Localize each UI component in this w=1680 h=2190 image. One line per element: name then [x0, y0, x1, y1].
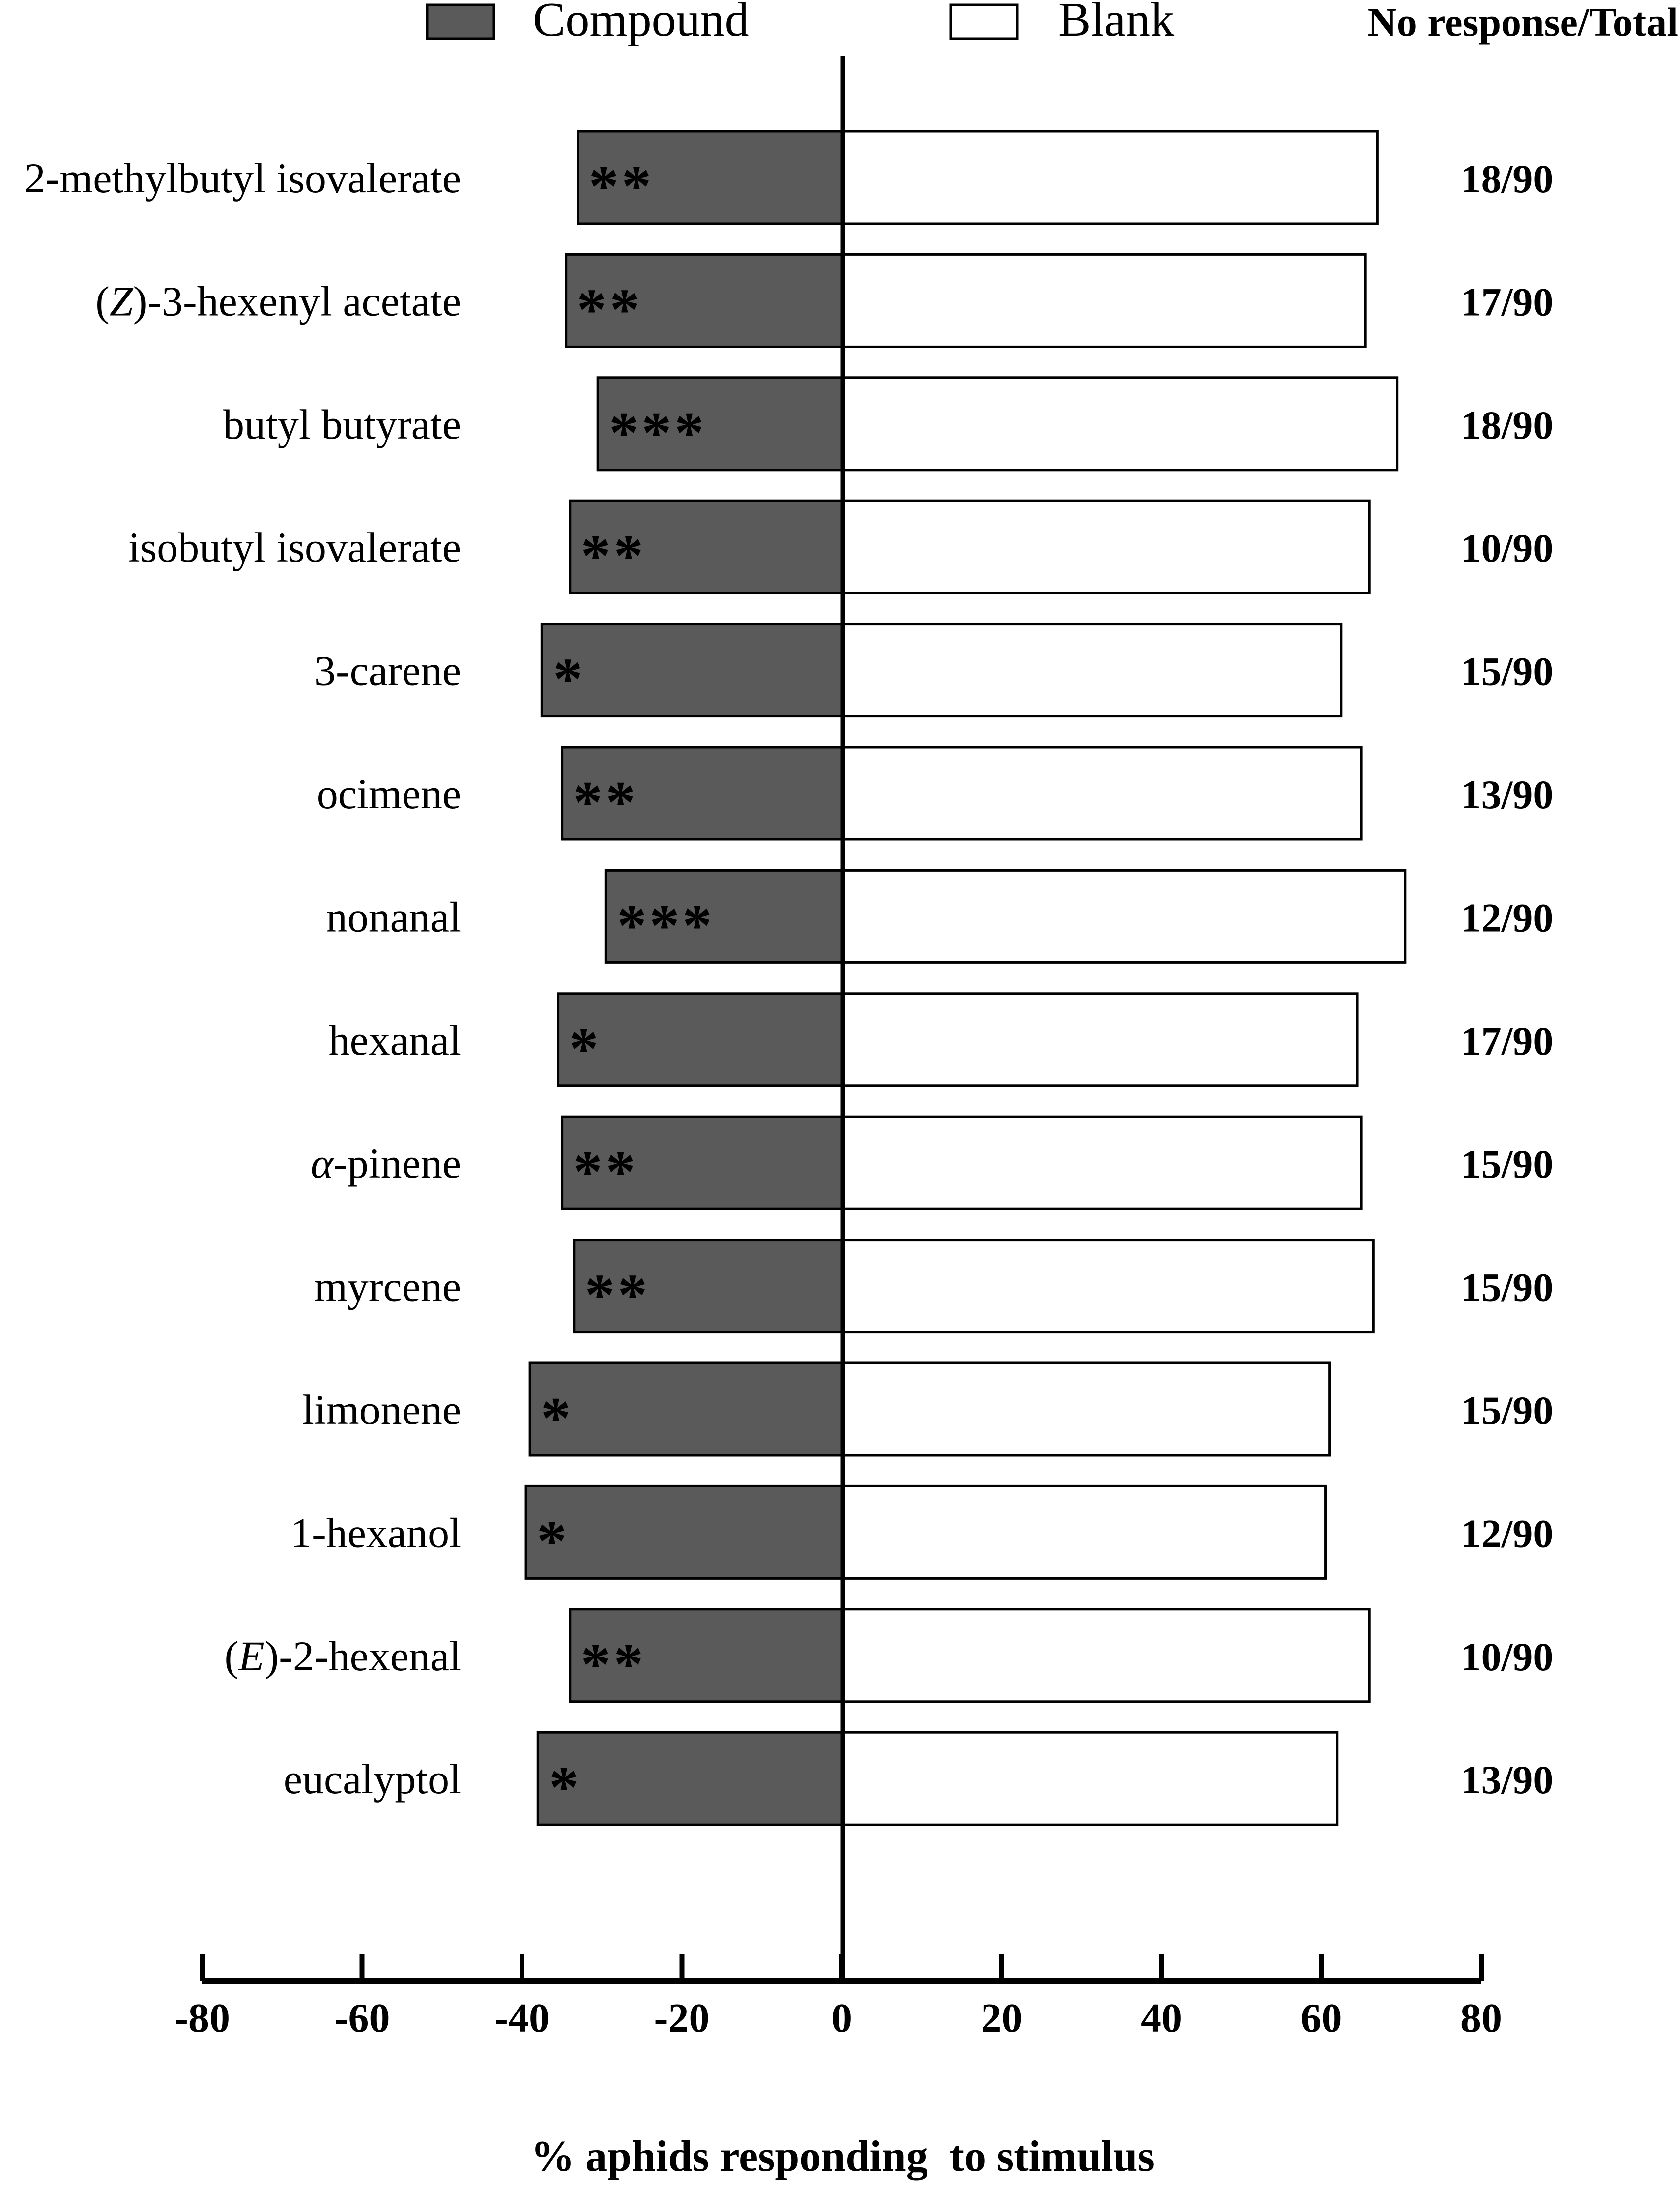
significance-marker: *** [609, 400, 707, 466]
blank-series [840, 130, 1407, 1826]
legend-swatch-blank [949, 3, 1019, 40]
x-tick-label: -60 [335, 1995, 390, 2041]
legend-label-blank: Blank [1058, 0, 1174, 47]
bar-blank [840, 869, 1407, 964]
bar-blank [840, 1608, 1371, 1703]
no-response-value: 15/90 [1461, 1388, 1554, 1433]
x-tick-label: 60 [1301, 1995, 1342, 2041]
bar-compound [524, 1484, 843, 1580]
category-label: butyl butyrate [223, 401, 461, 448]
bar-compound [561, 1115, 843, 1210]
category-label: 3-carene [314, 647, 461, 695]
significance-markers: ************************* [537, 153, 715, 1820]
bar-blank [840, 1115, 1363, 1210]
x-tick-label: 40 [1141, 1995, 1182, 2041]
category-label: myrcene [314, 1263, 461, 1310]
bar-compound [573, 1239, 843, 1334]
significance-marker: * [541, 1385, 574, 1451]
significance-marker: ** [573, 769, 638, 835]
category-label: limonene [302, 1386, 461, 1433]
x-axis-title: % aphids responding to stimulus [531, 2132, 1155, 2181]
legend: Compound Blank No response/Total [426, 0, 1679, 47]
significance-marker: ** [581, 1631, 646, 1697]
bar-blank [840, 992, 1359, 1087]
category-label: eucalyptol [284, 1755, 461, 1803]
x-tick-label: -80 [174, 1995, 230, 2041]
significance-marker: ** [573, 1138, 638, 1204]
no-response-value: 18/90 [1461, 403, 1554, 448]
no-response-value: 15/90 [1461, 1141, 1554, 1186]
bar-blank [840, 1239, 1375, 1334]
no-response-value: 12/90 [1461, 895, 1554, 940]
x-tick-label: 20 [981, 1995, 1023, 2041]
compound-series [524, 130, 843, 1826]
category-label: 2-methylbutyl isovalerate [24, 154, 461, 202]
category-label: (Z)-3-hexenyl acetate [95, 277, 461, 325]
bar-blank [840, 130, 1379, 225]
no-response-value: 15/90 [1461, 649, 1554, 694]
significance-marker: ** [581, 523, 646, 589]
significance-marker: * [537, 1508, 570, 1574]
no-response-values: 18/90 17/90 18/90 10/90 15/90 13/90 12/90 17/90… [1461, 156, 1554, 1802]
category-labels: 2-methylbutyl isovalerate (Z)-3-hexenyl a… [24, 154, 461, 1803]
category-label: (E)-2-hexenal [224, 1632, 461, 1680]
bar-blank [840, 376, 1399, 472]
no-response-value: 13/90 [1461, 1757, 1554, 1802]
significance-marker: * [553, 646, 585, 712]
legend-label-compound: Compound [533, 0, 749, 47]
no-response-value: 17/90 [1461, 279, 1554, 324]
no-response-header: No response/Total [1368, 0, 1679, 45]
bar-compound [536, 1731, 843, 1826]
category-label: isobutyl isovalerate [128, 524, 461, 571]
bar-compound [557, 992, 843, 1087]
category-label: ocimene [317, 770, 461, 818]
x-tick-label: -20 [654, 1995, 710, 2041]
no-response-value: 12/90 [1461, 1511, 1554, 1556]
x-axis-ticks: -80 -60 -40 -20 0 20 40 60 80 [174, 1954, 1502, 2041]
no-response-value: 10/90 [1461, 1634, 1554, 1679]
legend-swatch-compound [426, 3, 495, 40]
x-tick-label: 80 [1460, 1995, 1502, 2041]
x-axis: -80 -60 -40 -20 0 20 40 60 80 [174, 1954, 1502, 2041]
category-label: nonanal [326, 893, 461, 941]
bar-compound [565, 253, 843, 348]
significance-marker: *** [617, 892, 715, 958]
bar-compound [577, 130, 843, 225]
significance-marker: * [569, 1015, 602, 1081]
bar-compound [569, 1608, 843, 1703]
significance-marker: ** [585, 1262, 650, 1328]
bar-compound [528, 1361, 843, 1457]
no-response-value: 10/90 [1461, 526, 1554, 571]
bar-compound [596, 376, 843, 472]
bar-compound [561, 746, 843, 841]
no-response-value: 17/90 [1461, 1018, 1554, 1064]
x-tick-label: -40 [494, 1995, 550, 2041]
category-label: α-pinene [311, 1139, 461, 1187]
bar-blank [840, 623, 1343, 718]
category-label: 1-hexanol [290, 1509, 461, 1556]
no-response-value: 13/90 [1461, 772, 1554, 817]
bar-compound [540, 623, 843, 718]
bar-blank [840, 1361, 1331, 1457]
bar-compound [604, 869, 843, 964]
significance-marker: ** [577, 276, 642, 342]
bar-blank [840, 253, 1367, 348]
no-response-value: 15/90 [1461, 1265, 1554, 1310]
no-response-value: 18/90 [1461, 156, 1554, 201]
bar-blank [840, 1731, 1339, 1826]
bar-blank [840, 499, 1371, 594]
category-label: hexanal [329, 1016, 461, 1064]
significance-marker: * [549, 1754, 581, 1820]
bar-blank [840, 746, 1363, 841]
significance-marker: ** [589, 153, 654, 219]
bar-blank [840, 1484, 1327, 1580]
x-tick-label: 0 [831, 1995, 852, 2041]
